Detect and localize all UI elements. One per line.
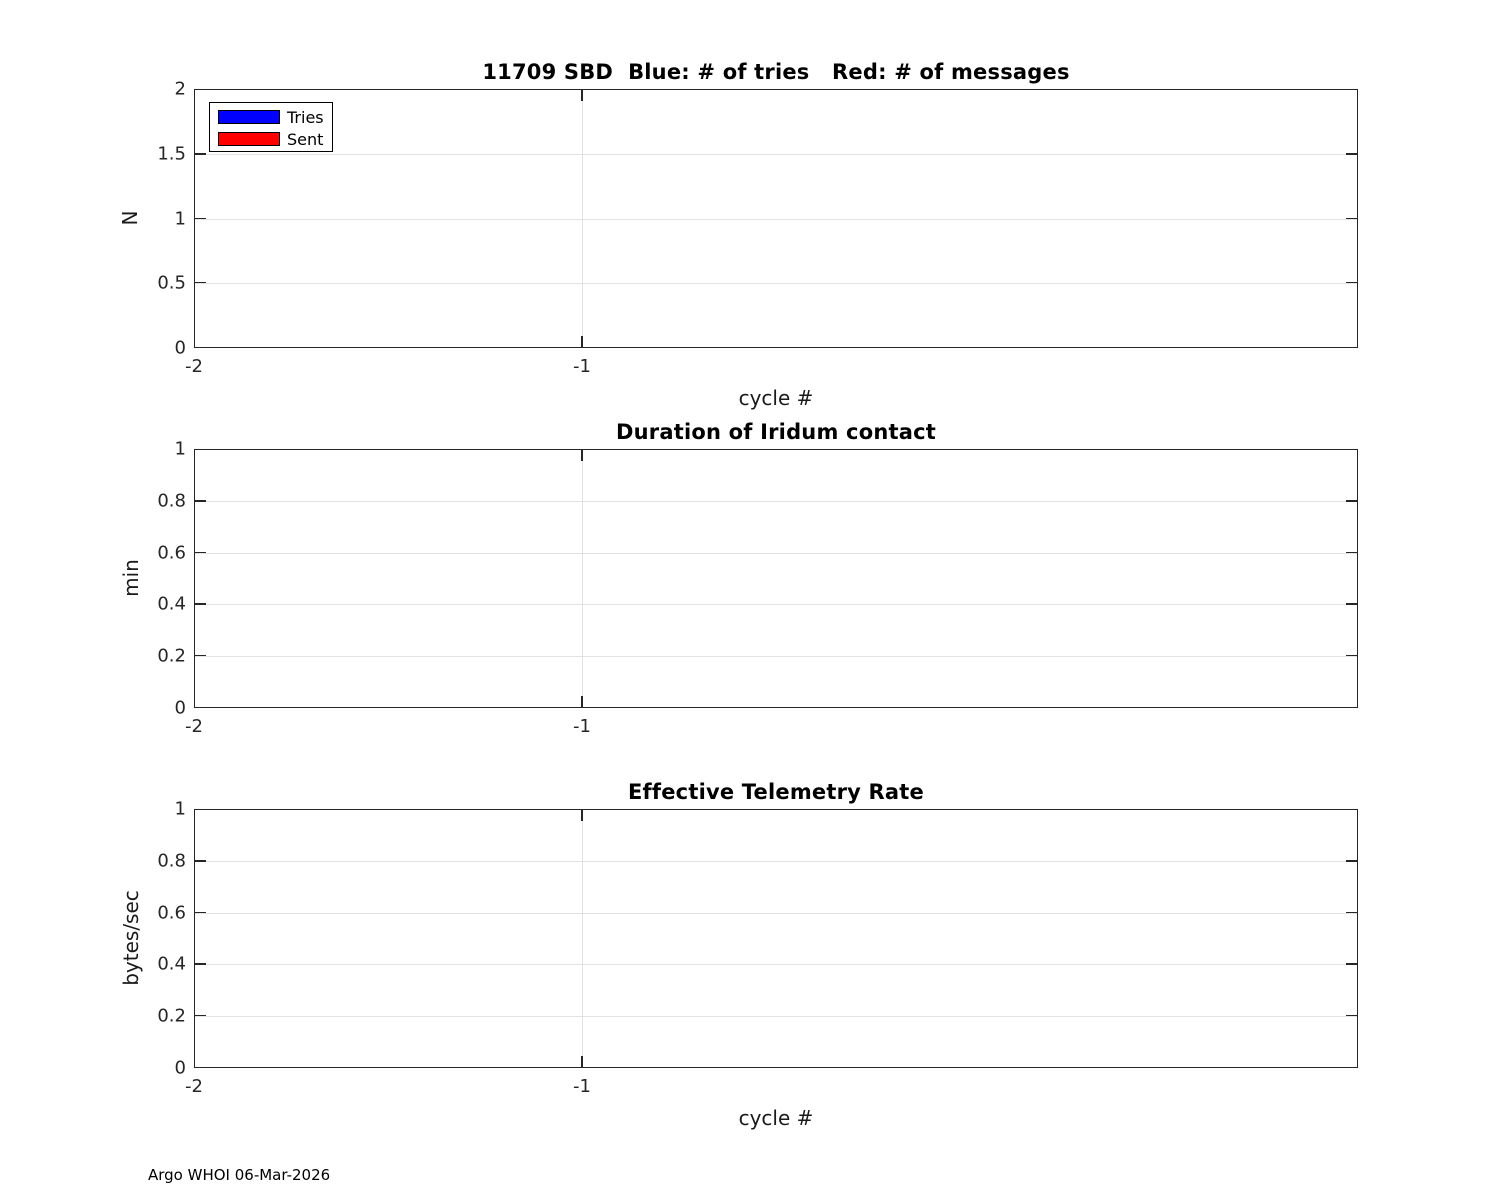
plot-area	[194, 89, 1358, 348]
y-tick-label: 0	[174, 1057, 186, 1079]
y-tick-label: 0.2	[157, 645, 186, 667]
plot-area	[194, 809, 1358, 1068]
gridline	[195, 912, 1357, 914]
legend-item-tries: Tries	[210, 106, 332, 128]
tick-mark	[195, 603, 206, 605]
x-tick-label: -1	[573, 356, 591, 377]
legend-item-sent: Sent	[210, 128, 332, 150]
tick-mark	[195, 654, 206, 657]
y-tick-label: 0	[174, 337, 186, 359]
y-tick-label: 0.8	[157, 490, 186, 512]
gridline	[582, 90, 584, 347]
y-axis-ticks: 0 0.5 1 1.5 2	[0, 79, 186, 359]
tick-mark	[1346, 860, 1357, 862]
y-axis-ticks: 0 0.2 0.4 0.6 0.8 1	[0, 439, 186, 719]
tick-mark	[195, 860, 206, 862]
tick-mark	[1346, 603, 1357, 605]
x-tick-label: -2	[185, 1076, 203, 1097]
plot-title: Duration of Iridum contact	[616, 420, 936, 444]
gridline	[582, 450, 584, 707]
figure-footer: Argo WHOI 06-Mar-2026	[148, 1166, 331, 1184]
y-tick-label: 1	[174, 798, 186, 820]
tick-mark	[195, 963, 206, 965]
gridline	[195, 604, 1357, 606]
gridline	[195, 964, 1357, 966]
x-tick-label: -2	[185, 356, 203, 377]
gridline	[195, 552, 1357, 554]
tick-mark	[195, 281, 206, 284]
legend-swatch-tries-icon	[218, 110, 280, 124]
tick-mark	[195, 500, 206, 502]
y-tick-label: 0.6	[157, 542, 186, 564]
tick-mark	[581, 336, 583, 347]
x-axis-ticks: -2 -1	[185, 716, 1358, 738]
y-tick-label: 0.2	[157, 1005, 186, 1027]
gridline	[195, 218, 1357, 220]
tick-mark	[1346, 654, 1357, 657]
plot-title: Effective Telemetry Rate	[628, 780, 924, 804]
gridline	[195, 861, 1357, 863]
legend-label-sent: Sent	[287, 129, 324, 149]
tick-mark	[195, 1014, 206, 1017]
tick-mark	[1346, 281, 1357, 284]
y-tick-label: 0.4	[157, 593, 186, 615]
tick-mark	[1346, 500, 1357, 502]
gridline	[195, 655, 1357, 657]
plot-title: 11709 SBD Blue: # of tries Red: # of mes…	[482, 60, 1070, 84]
y-tick-label: 0.4	[157, 953, 186, 975]
tick-mark	[581, 90, 583, 101]
x-tick-label: -1	[573, 1076, 591, 1097]
x-tick-label: -2	[185, 716, 203, 737]
tick-mark	[1346, 217, 1357, 219]
plot-area	[194, 449, 1358, 708]
y-tick-label: 0.6	[157, 902, 186, 924]
tick-mark	[1346, 963, 1357, 965]
y-tick-label: 0.8	[157, 850, 186, 872]
tick-mark	[195, 911, 206, 914]
x-tick-label: -1	[573, 716, 591, 737]
tick-mark	[1346, 551, 1357, 554]
y-tick-label: 1	[174, 438, 186, 460]
gridline	[582, 810, 584, 1067]
y-tick-label: 1.5	[157, 143, 186, 165]
x-axis-ticks: -2 -1	[185, 1076, 1358, 1098]
x-axis-label: cycle #	[738, 1106, 814, 1130]
y-tick-label: 1	[174, 208, 186, 229]
legend-swatch-sent-icon	[218, 132, 280, 146]
tick-mark	[581, 1056, 583, 1067]
tick-mark	[581, 696, 583, 707]
y-tick-label: 2	[174, 78, 186, 100]
y-axis-ticks: 0 0.2 0.4 0.6 0.8 1	[0, 799, 186, 1079]
tick-mark	[1346, 153, 1357, 155]
tick-mark	[581, 450, 583, 461]
y-tick-label: 0.5	[157, 272, 186, 294]
tick-mark	[1346, 1014, 1357, 1017]
legend: Tries Sent	[209, 102, 333, 152]
tick-mark	[581, 810, 583, 821]
y-tick-label: 0	[174, 697, 186, 719]
gridline	[195, 154, 1357, 156]
tick-mark	[195, 217, 206, 219]
x-axis-label: cycle #	[738, 386, 814, 410]
tick-mark	[195, 551, 206, 554]
gridline	[195, 501, 1357, 503]
tick-mark	[195, 153, 206, 155]
legend-label-tries: Tries	[287, 107, 324, 127]
x-axis-ticks: -2 -1	[185, 356, 1358, 378]
gridline	[195, 1015, 1357, 1017]
tick-mark	[1346, 911, 1357, 914]
gridline	[195, 282, 1357, 284]
